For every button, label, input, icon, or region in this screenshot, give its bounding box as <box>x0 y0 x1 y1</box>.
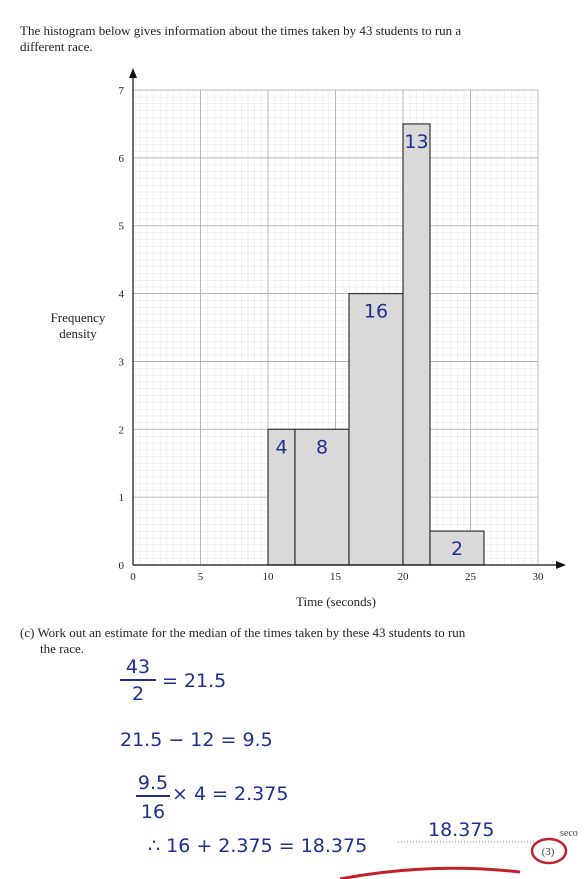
intro: The histogram below gives information ab… <box>20 23 461 38</box>
bar <box>348 292 404 566</box>
bar <box>429 530 485 566</box>
part-c: (c) Work out an estimate for the median … <box>20 625 466 640</box>
intro: different race. <box>20 39 93 54</box>
y-label: Frequency <box>51 310 106 325</box>
working: ∴ 16 + 2.375 = 18.375 <box>148 835 367 857</box>
bar-annotation: 2 <box>451 538 463 560</box>
y-label: density <box>59 326 97 341</box>
y-arrow <box>129 68 137 78</box>
working: × 4 = 2.375 <box>172 783 288 805</box>
bar-annotation: 8 <box>316 436 328 458</box>
y-tick-label: 5 <box>119 221 125 233</box>
x-label: Time (seconds) <box>296 594 376 609</box>
answer: 18.375 <box>428 819 494 841</box>
x-tick-label: 10 <box>263 571 275 583</box>
x-tick-label: 20 <box>398 571 410 583</box>
y-tick-label: 0 <box>119 560 125 572</box>
x-tick-label: 0 <box>130 571 136 583</box>
y-tick-label: 6 <box>119 153 125 165</box>
marking-stroke <box>339 866 521 879</box>
y-tick-label: 4 <box>119 289 125 301</box>
x-arrow <box>556 561 566 569</box>
bar-annotation: 16 <box>364 301 388 323</box>
x-tick-label: 15 <box>330 571 342 583</box>
histogram: 0 1 2 3 4 5 6 7 0 5 10 15 20 25 30 4 8 16 13 2 <box>119 85 545 583</box>
denominator: 16 <box>141 801 165 823</box>
marking-circle <box>530 837 568 865</box>
marks: (3) <box>542 846 555 858</box>
y-tick-label: 3 <box>119 356 125 368</box>
part-c: the race. <box>40 641 84 656</box>
denominator: 2 <box>132 683 144 705</box>
y-tick-label: 7 <box>119 85 125 97</box>
bar <box>402 123 431 566</box>
unit: seco <box>560 828 578 839</box>
x-tick-label: 25 <box>465 571 477 583</box>
y-tick-label: 2 <box>119 424 125 436</box>
bar-annotation: 4 <box>275 436 287 458</box>
x-tick-label: 30 <box>533 571 545 583</box>
working: = 21.5 <box>162 670 226 692</box>
bar-annotation: 13 <box>404 131 428 153</box>
working: 21.5 − 12 = 9.5 <box>120 729 273 751</box>
numerator: 9.5 <box>138 772 168 794</box>
numerator: 43 <box>126 656 150 678</box>
x-tick-label: 5 <box>198 571 204 583</box>
bar <box>294 428 350 566</box>
y-tick-label: 1 <box>119 492 125 504</box>
bar <box>267 428 296 566</box>
